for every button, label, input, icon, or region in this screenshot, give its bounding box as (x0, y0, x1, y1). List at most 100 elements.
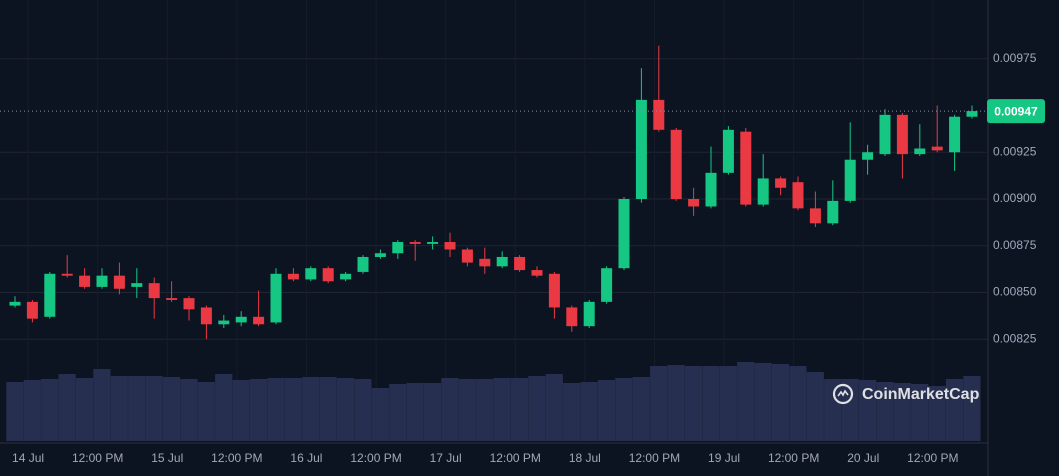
volume-bar (824, 379, 842, 441)
volume-bar (423, 383, 442, 441)
volume-bar (93, 369, 111, 441)
candle-body (583, 301, 595, 327)
candle-body (357, 256, 369, 272)
volume-bar (215, 374, 233, 441)
volume-bar (336, 378, 355, 441)
y-tick-label: 0.00900 (993, 191, 1037, 205)
volume-bar (632, 377, 650, 441)
candle-body (148, 283, 160, 299)
candle-body (166, 298, 178, 300)
candle-body (79, 275, 91, 287)
candle-body (270, 273, 282, 323)
volume-bar (406, 383, 424, 441)
candle-body (949, 116, 961, 153)
candle-body (792, 182, 804, 209)
volume-bar (597, 380, 616, 441)
candle-body (705, 172, 717, 207)
candle-body (896, 114, 908, 155)
volume-bar (180, 379, 198, 441)
x-tick-label: 17 Jul (430, 451, 462, 465)
candle-body (96, 275, 108, 287)
x-tick-label: 20 Jul (847, 451, 879, 465)
candle-body (601, 268, 613, 302)
candle-body (635, 99, 647, 199)
candle-body (26, 301, 38, 319)
x-tick-label: 12:00 PM (907, 451, 958, 465)
candle-body (740, 131, 752, 205)
candles (9, 45, 978, 340)
candle-body (235, 316, 247, 323)
candle-body (374, 253, 386, 257)
candle-body (914, 148, 926, 155)
candle-body (392, 242, 404, 254)
volume-bar (911, 384, 929, 441)
volume-bar (580, 382, 598, 441)
y-tick-label: 0.00925 (993, 144, 1037, 158)
x-tick-label: 12:00 PM (768, 451, 819, 465)
x-tick-label: 12:00 PM (72, 451, 123, 465)
candle-body (827, 200, 839, 224)
volume-bar (510, 378, 529, 441)
volume-bar (319, 377, 337, 441)
volume-bar (110, 376, 128, 441)
volume-bar (458, 379, 476, 441)
volume-bar (858, 380, 877, 441)
volume-bar (945, 379, 964, 441)
candle-body (844, 159, 856, 201)
x-tick-label: 15 Jul (151, 451, 183, 465)
candle-body (879, 114, 891, 155)
candle-body (61, 273, 73, 276)
volume-bar (789, 366, 807, 441)
candle-body (618, 199, 630, 269)
candle-body (670, 129, 682, 199)
candle-body (809, 208, 821, 224)
candle-body (200, 307, 212, 325)
logo-mark (837, 389, 849, 397)
volume-bar (841, 379, 859, 441)
candle-body (287, 273, 299, 280)
candle-body (775, 178, 787, 188)
y-tick-label: 0.00825 (993, 331, 1037, 345)
candle-body (409, 242, 421, 244)
volume-bar (737, 362, 755, 441)
volume-bar (876, 382, 894, 441)
candle-body (183, 298, 195, 310)
candle-body (548, 273, 560, 308)
volume-bar (545, 374, 563, 441)
volume-bar (284, 378, 302, 441)
volume-bar (928, 386, 946, 441)
candle-body (966, 111, 978, 117)
candle-body (931, 146, 943, 151)
watermark-text: CoinMarketCap (862, 386, 980, 403)
candle-body (722, 129, 734, 173)
volume-bar (162, 377, 181, 441)
watermark: CoinMarketCap (832, 383, 980, 405)
volume-bar (232, 380, 250, 441)
volume-bar (75, 378, 94, 441)
volume-bar (650, 366, 668, 441)
volume-bar (476, 379, 494, 441)
volume-bar (754, 363, 772, 441)
candle-body (566, 307, 578, 327)
volume-bar (684, 366, 703, 441)
candle-body (427, 242, 439, 244)
volume-bar (58, 374, 76, 441)
candle-body (340, 273, 352, 280)
candle-body (531, 270, 543, 276)
volume-bar (771, 364, 790, 441)
candle-body (653, 99, 665, 130)
candle-body (113, 275, 125, 289)
x-tick-label: 19 Jul (708, 451, 740, 465)
candle-body (131, 283, 143, 287)
x-tick-label: 14 Jul (12, 451, 44, 465)
candle-body (305, 268, 317, 280)
current-price-label: 0.00947 (994, 104, 1038, 118)
x-tick-label: 12:00 PM (490, 451, 541, 465)
candle-body (461, 249, 473, 263)
volume-bar (702, 366, 720, 441)
volume-bar (23, 380, 41, 441)
volume-bar (389, 384, 407, 441)
logo (832, 383, 854, 405)
volume-bar (667, 365, 685, 441)
